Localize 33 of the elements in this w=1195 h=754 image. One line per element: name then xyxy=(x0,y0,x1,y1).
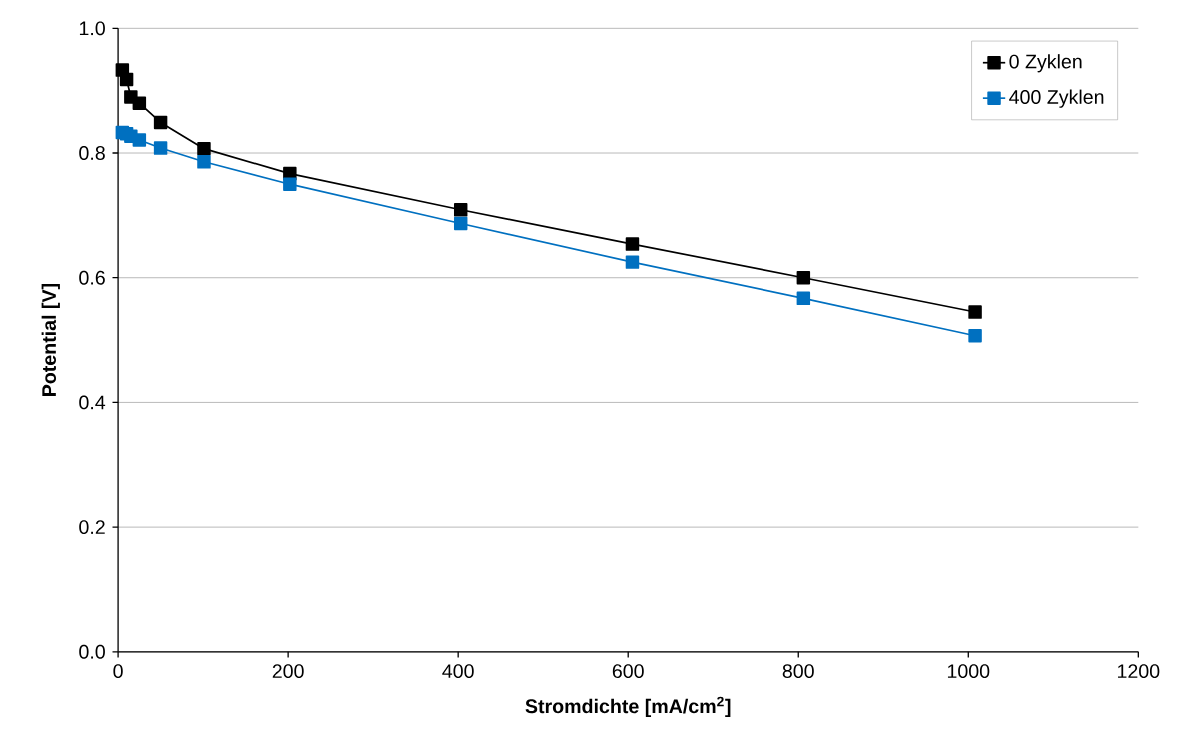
y-tick-label: 0.0 xyxy=(79,644,105,659)
x-tick-label: 400 xyxy=(442,664,474,679)
point xyxy=(153,115,168,130)
point xyxy=(153,141,168,155)
x-tick-label: 600 xyxy=(612,664,644,679)
y-tick-label: 0.2 xyxy=(79,520,105,535)
point xyxy=(796,291,811,306)
point xyxy=(968,329,982,343)
point xyxy=(132,133,147,147)
y-tick-label: 0.8 xyxy=(79,146,105,161)
point xyxy=(197,142,211,156)
x-tick-label: 0 xyxy=(113,664,123,679)
point xyxy=(119,72,134,87)
x-tick-label: 1000 xyxy=(947,664,990,679)
legend-label: 0 Zyklen xyxy=(1009,54,1082,73)
y-tick-label: 0.6 xyxy=(79,270,105,285)
point xyxy=(625,255,640,269)
y-axis-title: Potential [V] xyxy=(41,284,60,397)
point xyxy=(283,177,297,192)
x-tick-label: 800 xyxy=(782,664,814,679)
point xyxy=(968,305,982,319)
point xyxy=(625,237,640,251)
x-tick-label: 200 xyxy=(272,664,304,679)
point xyxy=(197,155,211,169)
point xyxy=(132,96,147,110)
point xyxy=(453,203,468,217)
x-tick-label: 1200 xyxy=(1118,664,1160,679)
y-tick-label: 1.0 xyxy=(79,21,105,36)
point xyxy=(796,271,811,285)
y-tick-label: 0.4 xyxy=(79,395,106,410)
point xyxy=(453,216,468,231)
legend-label: 400 Zyklen xyxy=(1009,89,1104,108)
x-axis-title: Stromdichte [mA/cm$^{2}$] xyxy=(525,696,731,718)
